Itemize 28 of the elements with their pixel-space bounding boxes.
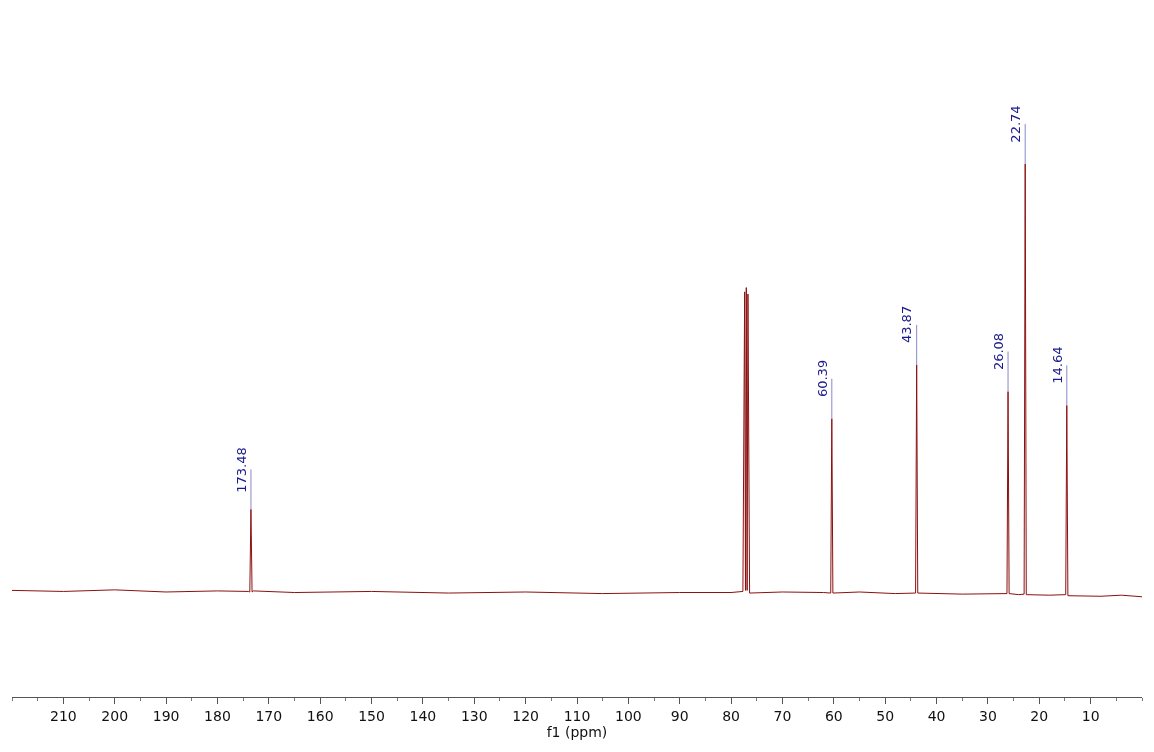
annotation: 173.48 (234, 447, 250, 493)
annotation: 26.08 (990, 332, 1006, 371)
x-tick-label: 170 (255, 707, 283, 724)
x-tick-label: 10 (1081, 707, 1100, 724)
x-tick-label: 70 (773, 707, 792, 724)
x-tick-label: 110 (563, 707, 591, 724)
x-tick-label: 180 (204, 707, 231, 724)
x-tick-label: 30 (979, 707, 997, 724)
x-tick-label: 130 (460, 707, 488, 724)
x-tick-label: 100 (614, 707, 642, 724)
x-tick-label: 140 (409, 707, 437, 724)
x-tick-label: 80 (722, 707, 740, 724)
x-tick-label: 90 (670, 707, 689, 724)
x-tick-label: 50 (876, 707, 895, 724)
x-tick-label: 150 (358, 707, 385, 724)
annotation: 22.74 (1007, 105, 1023, 143)
x-tick-label: 40 (927, 707, 946, 724)
annotation: 14.64 (1049, 346, 1065, 384)
annotation: 60.39 (814, 359, 830, 398)
x-tick-label: 190 (152, 707, 180, 724)
x-tick-label: 120 (512, 707, 540, 724)
annotation: 43.87 (899, 305, 915, 344)
x-tick-label: 20 (1030, 707, 1049, 724)
x-tick-label: 160 (306, 707, 334, 724)
x-tick-label: 60 (824, 707, 843, 724)
x-tick-label: 210 (49, 707, 77, 724)
x-tick-label: 200 (101, 707, 129, 724)
x-axis-title: f1 (ppm) (546, 723, 608, 740)
